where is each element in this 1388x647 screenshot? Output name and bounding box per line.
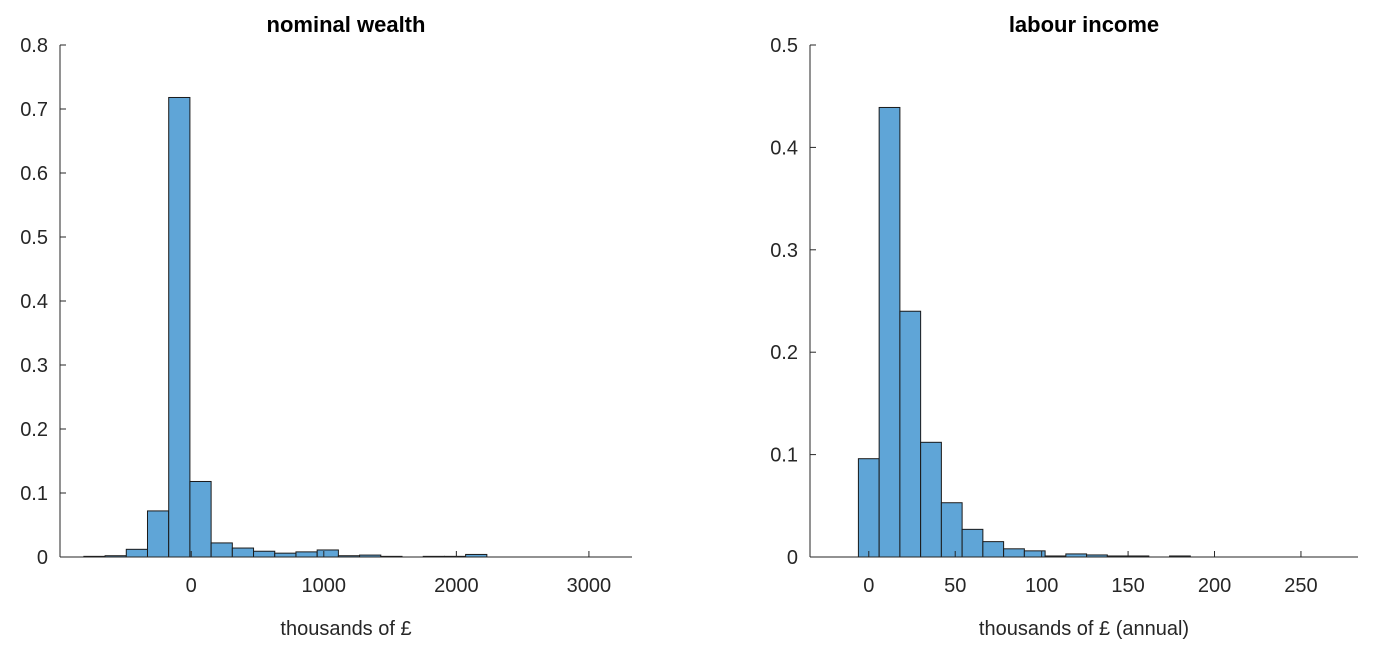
bar [316, 549, 339, 558]
chart-title: labour income [1009, 12, 1159, 37]
y-tick-label: 0.5 [20, 227, 48, 249]
x-tick-label: 200 [1198, 575, 1231, 597]
bar [253, 550, 276, 558]
y-tick-label: 0.4 [770, 137, 798, 159]
y-tick-label: 0.8 [20, 35, 48, 57]
subplot: nominal wealth thousands of £ 0 0.1 0.2 0.3 0.… [20, 12, 632, 640]
bar [899, 310, 922, 558]
bar [274, 552, 297, 558]
x-tick-label: 250 [1284, 575, 1317, 597]
y-tick-label: 0.3 [20, 355, 48, 377]
bar [146, 510, 170, 558]
x-axis-label: thousands of £ [280, 618, 411, 640]
y-tick-label: 0.4 [20, 291, 48, 313]
bar [961, 528, 984, 558]
x-tick-label: 0 [186, 575, 197, 597]
bar [210, 542, 233, 558]
y-tick-label: 0.2 [20, 419, 48, 441]
x-tick-label: 50 [944, 575, 966, 597]
x-tick-label: 0 [863, 575, 874, 597]
x-tick-label: 1000 [302, 575, 347, 597]
x-tick-label: 3000 [567, 575, 612, 597]
x-tick-label: 2000 [434, 575, 479, 597]
bar [125, 548, 148, 558]
bar [1003, 548, 1025, 558]
x-axis-label: thousands of £ (annual) [979, 618, 1189, 640]
bar [878, 106, 901, 558]
x-tick-label: 150 [1111, 575, 1144, 597]
y-tick-label: 0.5 [770, 35, 798, 57]
x-tick-label: 100 [1025, 575, 1058, 597]
y-tick-label: 0.7 [20, 99, 48, 121]
y-tick-label: 0.1 [20, 483, 48, 505]
subplot: labour income thousands of £ (annual) 0 0.1… [770, 12, 1358, 640]
y-tick-label: 0.2 [770, 342, 798, 364]
bar [940, 502, 963, 558]
bar [857, 458, 880, 558]
bar [920, 441, 942, 558]
bar [168, 96, 191, 558]
y-tick-label: 0.1 [770, 445, 798, 467]
y-tick-label: 0.6 [20, 163, 48, 185]
chart-title: nominal wealth [267, 12, 426, 37]
y-tick-label: 0 [787, 547, 798, 569]
bar [982, 541, 1005, 558]
bar [295, 551, 318, 558]
bar [231, 547, 255, 558]
y-tick-label: 0.3 [770, 240, 798, 262]
bar [189, 480, 212, 558]
y-tick-label: 0 [37, 547, 48, 569]
